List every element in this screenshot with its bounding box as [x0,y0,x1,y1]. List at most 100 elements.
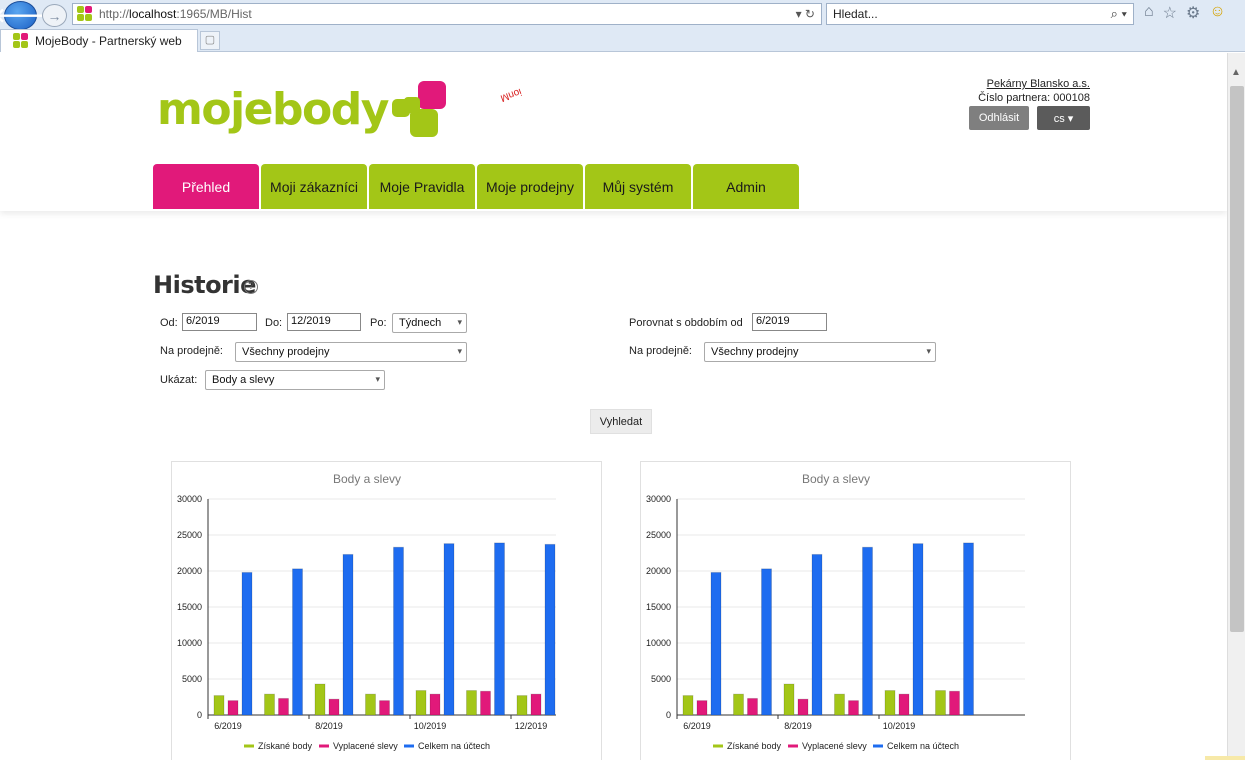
y-tick-label: 10000 [177,638,202,648]
back-arrow-icon[interactable]: 🡐 [0,1,47,30]
bar [516,695,528,716]
logout-button[interactable]: Odhlásit [969,106,1029,130]
bar [466,690,477,716]
logo-text: mojebody [157,84,389,135]
scroll-up-icon[interactable]: ▲ [1231,67,1241,78]
bar [747,697,758,716]
bar [278,697,289,716]
bar [710,571,722,716]
compare-store-select[interactable]: Všechny prodejny [704,342,936,362]
chart-right-svg: Body a slevy 0 5000 10000 15000 20000 25000 300… [646,472,1025,751]
smiley-icon[interactable]: ☺ [1209,3,1226,20]
y-tick-label: 5000 [651,674,671,684]
y-tick-label: 15000 [177,602,202,612]
menu-item-system[interactable]: Můj systém [585,164,691,209]
bar [415,690,427,716]
corner-notification [1205,756,1245,760]
bar [241,571,253,716]
language-dropdown[interactable]: cs ▾ [1037,106,1090,130]
logo[interactable]: mojebody [157,79,450,141]
browser-tab[interactable]: MojeBody - Partnerský web [0,29,198,52]
y-tick-label: 25000 [646,530,671,540]
show-select[interactable]: Body a slevy [205,370,385,390]
site-favicon-icon [77,6,93,22]
legend-label: Celkem na účtech [418,741,490,751]
bar [811,553,823,716]
browser-search-input[interactable]: Hledat... ⌕ ▾ [826,3,1134,25]
browser-chrome: 🡐 → http://localhost:1965/MB/Hist ▾ ↻ Hl… [0,0,1245,52]
x-tick-label: 8/2019 [784,721,812,731]
bar [328,698,340,716]
po-label: Po: [370,317,387,329]
help-icon[interactable]: ? [244,280,258,294]
chart-right: Body a slevy 0 5000 10000 15000 20000 25000 300… [640,461,1071,760]
legend-label: Získané body [258,741,313,751]
menu-item-zakaznici[interactable]: Moji zákazníci [261,164,367,209]
menu-item-prehled[interactable]: Přehled [153,164,259,209]
search-button[interactable]: Vyhledat [590,409,652,434]
legend-label: Vyplacené slevy [802,741,867,751]
legend-label: Vyplacené slevy [333,741,398,751]
y-tick-label: 5000 [182,674,202,684]
address-bar[interactable]: http://localhost:1965/MB/Hist ▾ ↻ [72,3,822,25]
store-label: Na prodejně: [160,345,223,357]
partner-number: Číslo partnera: 000108 [978,92,1090,104]
bar [761,568,772,716]
main-menu: Přehled Moji zákazníci Moje Pravidla Moj… [153,164,799,209]
compare-input[interactable]: 6/2019 [752,313,827,331]
bar [443,543,455,716]
menu-item-pravidla[interactable]: Moje Pravidla [369,164,475,209]
bar [429,693,441,716]
bar [733,693,744,716]
forward-arrow-icon[interactable]: → [42,4,67,27]
gear-icon[interactable]: ⚙ [1186,5,1201,22]
store-select[interactable]: Všechny prodejny [235,342,467,362]
bar [365,693,376,716]
star-icon[interactable]: ☆ [1162,5,1178,22]
chart-left: Body a slevy 0 5000 10000 15000 20000 25000 300… [171,461,602,760]
show-label: Ukázat: [160,374,198,386]
bar [393,546,404,716]
bar [963,542,974,716]
bar [292,568,303,716]
bar [227,700,239,716]
search-icon[interactable]: ⌕ ▾ [1110,6,1127,21]
new-tab-icon[interactable]: ▢ [200,31,220,50]
y-tick-label: 25000 [177,530,202,540]
bar [379,700,390,716]
do-input[interactable]: 12/2019 [287,313,361,331]
menu-item-prodejny[interactable]: Moje prodejny [477,164,583,209]
x-tick-label: 10/2019 [883,721,916,731]
bar [884,690,896,716]
bar [898,693,910,716]
x-tick-label: 8/2019 [315,721,343,731]
bar [314,683,326,716]
page-scrollbar[interactable]: ▲ [1227,53,1245,760]
bar [935,690,946,716]
bar [696,700,708,716]
menu-item-admin[interactable]: Admin [693,164,799,209]
legend-label: Získané body [727,741,782,751]
bar [544,543,556,716]
y-tick-label: 20000 [646,566,671,576]
po-select[interactable]: Týdnech [392,313,467,333]
tab-favicon-icon [13,33,29,49]
logo-mark-icon [390,79,450,139]
od-label: Od: [160,317,178,329]
scrollbar-thumb[interactable] [1230,86,1244,632]
home-icon[interactable]: ⌂ [1144,3,1154,20]
bar [682,695,694,716]
legend-label: Celkem na účtech [887,741,959,751]
y-tick-label: 0 [666,710,671,720]
chart-left-svg: Body a slevy 0 5000 10000 15000 20000 25000 300… [177,472,556,751]
y-tick-label: 30000 [646,494,671,504]
page-title: Historie [153,271,256,299]
x-tick-label: 12/2019 [515,721,548,731]
partner-info: Pekárny Blansko a.s. Číslo partnera: 000… [978,77,1090,105]
refresh-icon[interactable]: ▾ ↻ [795,7,815,21]
bar [848,700,859,716]
bar [949,690,960,716]
partner-name-link[interactable]: Pekárny Blansko a.s. [986,78,1090,90]
bar [264,693,275,716]
od-input[interactable]: 6/2019 [182,313,257,331]
